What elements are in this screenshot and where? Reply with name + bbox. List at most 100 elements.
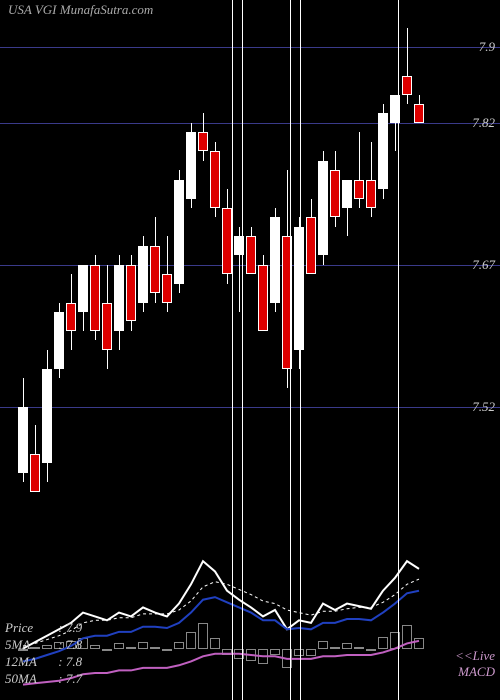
candle-body <box>354 180 364 199</box>
candle-body <box>378 113 388 189</box>
candle <box>246 0 256 520</box>
candle <box>150 0 160 520</box>
macd-histogram-bar <box>210 638 220 648</box>
info-row: 50MA : 7.7 <box>5 671 82 688</box>
candle-body <box>402 76 412 95</box>
macd-histogram-bar <box>174 642 184 648</box>
info-label: Price <box>5 620 55 637</box>
macd-histogram-bar <box>270 649 280 655</box>
info-value: : 7.7 <box>55 671 82 686</box>
candle-body <box>318 161 328 256</box>
candle-body <box>186 132 196 198</box>
macd-histogram-bar <box>354 647 364 649</box>
macd-histogram-bar <box>186 632 196 649</box>
candle <box>258 0 268 520</box>
vertical-marker-line <box>290 0 291 700</box>
candle-body <box>294 227 304 350</box>
info-row: Price : 7.9 <box>5 620 82 637</box>
indicator-line <box>23 561 419 648</box>
candle <box>402 0 412 520</box>
candle-body <box>150 246 160 293</box>
candle <box>294 0 304 520</box>
macd-histogram-bar <box>222 649 232 655</box>
candle-body <box>138 246 148 303</box>
macd-histogram-bar <box>90 645 100 649</box>
candle-body <box>306 217 316 274</box>
candle-body <box>162 274 172 302</box>
candle-body <box>366 180 376 208</box>
candle <box>102 0 112 520</box>
price-level-label: 7.82 <box>472 115 495 131</box>
candle <box>126 0 136 520</box>
macd-histogram-bar <box>342 643 352 648</box>
indicator-line <box>23 591 419 662</box>
macd-label-line1: <<Live <box>455 648 495 664</box>
candle-body <box>222 208 232 274</box>
candle <box>378 0 388 520</box>
macd-histogram-bar <box>294 649 304 657</box>
chart-container: USA VGI MunafaSutra.com 7.97.827.677.52 … <box>0 0 500 700</box>
info-value: : 7.8 <box>55 654 82 669</box>
candle-body <box>210 151 220 208</box>
macd-histogram-bar <box>306 649 316 657</box>
macd-histogram-bar <box>138 642 148 648</box>
vertical-marker-line <box>242 0 243 700</box>
macd-histogram-bar <box>318 641 328 649</box>
candle-body <box>18 407 28 473</box>
candle-body <box>270 217 280 302</box>
candle <box>198 0 208 520</box>
macd-histogram-bar <box>378 637 388 649</box>
candle <box>354 0 364 520</box>
vertical-marker-line <box>232 0 233 700</box>
candle <box>414 0 424 520</box>
macd-histogram-bar <box>150 647 160 649</box>
candle <box>54 0 64 520</box>
candle <box>42 0 52 520</box>
candle-body <box>90 265 100 331</box>
candle <box>366 0 376 520</box>
candle-body <box>342 180 352 208</box>
candle-body <box>30 454 40 492</box>
macd-histogram-bar <box>162 649 172 652</box>
chart-title: USA VGI MunafaSutra.com <box>8 2 153 18</box>
macd-histogram-bar <box>198 623 208 649</box>
candle-body <box>198 132 208 151</box>
candle <box>342 0 352 520</box>
macd-histogram-bar <box>258 649 268 664</box>
candle-body <box>414 104 424 123</box>
candle-body <box>330 170 340 217</box>
info-row: 12MA : 7.8 <box>5 654 82 671</box>
candle <box>174 0 184 520</box>
candle <box>222 0 232 520</box>
candle <box>306 0 316 520</box>
macd-histogram-bar <box>246 649 256 662</box>
candle <box>66 0 76 520</box>
macd-histogram-bar <box>414 638 424 648</box>
candle <box>186 0 196 520</box>
candle-body <box>258 265 268 331</box>
price-level-label: 7.67 <box>472 257 495 273</box>
candle-body <box>54 312 64 369</box>
candle-body <box>126 265 136 322</box>
candle-body <box>114 265 124 331</box>
candle <box>330 0 340 520</box>
info-box: Price : 7.95MA : 7.812MA : 7.850MA : 7.7 <box>5 620 82 688</box>
info-value: : 7.8 <box>55 637 82 652</box>
vertical-marker-line <box>398 0 399 700</box>
candle-body <box>78 265 88 312</box>
candle <box>318 0 328 520</box>
info-label: 12MA <box>5 654 55 671</box>
macd-label: <<Live MACD <box>455 648 495 680</box>
candle <box>78 0 88 520</box>
macd-label-line2: MACD <box>455 664 495 680</box>
candle <box>18 0 28 520</box>
indicator-line <box>23 579 419 646</box>
candle <box>90 0 100 520</box>
candle-body <box>42 369 52 464</box>
candle <box>30 0 40 520</box>
macd-histogram-bar <box>102 649 112 651</box>
macd-histogram-bar <box>402 625 412 648</box>
candle <box>162 0 172 520</box>
candle-body <box>66 303 76 331</box>
price-level-label: 7.9 <box>479 39 495 55</box>
